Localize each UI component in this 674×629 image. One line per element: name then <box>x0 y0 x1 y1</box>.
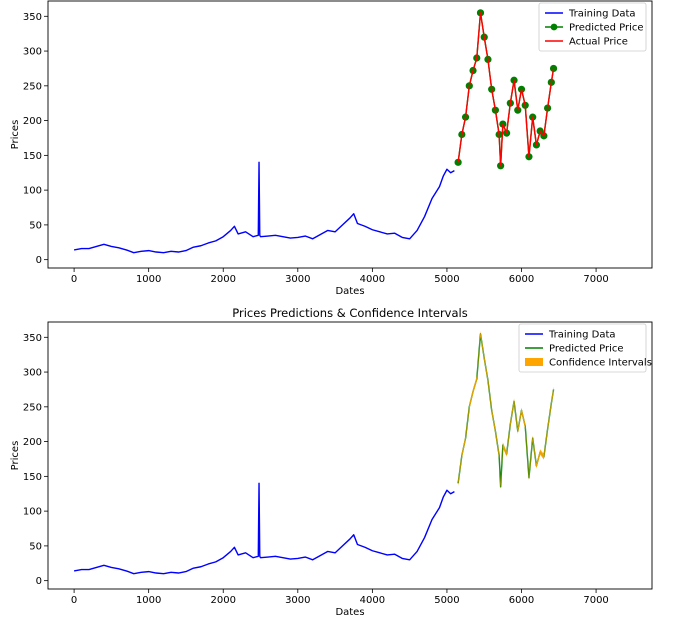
x-tick-label: 4000 <box>360 274 385 285</box>
y-tick-label: 50 <box>29 220 42 231</box>
y-tick-label: 50 <box>29 541 42 552</box>
series-actual-price <box>457 12 555 167</box>
y-axis-label: Prices <box>10 120 21 150</box>
y-tick-label: 200 <box>23 437 42 448</box>
x-tick-label: 3000 <box>285 274 310 285</box>
axes-frame <box>47 0 653 269</box>
axes-frame <box>47 321 653 590</box>
y-tick-label: 200 <box>23 116 42 127</box>
x-axis-label: Dates <box>335 607 364 618</box>
chart-title: Prices Predictions & Confidence Interval… <box>232 306 467 320</box>
legend-marker <box>550 23 558 31</box>
y-tick-label: 0 <box>36 255 42 266</box>
x-tick-label: 7000 <box>583 274 608 285</box>
x-tick-label: 5000 <box>434 595 459 606</box>
legend-entry-label: Predicted Price <box>569 23 644 34</box>
legend-swatch <box>525 358 543 366</box>
x-tick-label: 7000 <box>583 595 608 606</box>
y-axis-label: Prices <box>10 441 21 471</box>
y-tick-label: 0 <box>36 576 42 587</box>
x-tick-label: 4000 <box>360 595 385 606</box>
x-tick-label: 5000 <box>434 274 459 285</box>
x-tick-label: 6000 <box>509 595 534 606</box>
y-tick-label: 250 <box>23 402 42 413</box>
series-line <box>73 161 455 254</box>
y-tick-label: 350 <box>23 12 42 23</box>
y-tick-label: 300 <box>23 47 42 58</box>
x-tick-label: 1000 <box>136 595 161 606</box>
x-tick-label: 1000 <box>136 274 161 285</box>
legend-entry-label: Training Data <box>548 330 616 341</box>
y-tick-label: 350 <box>23 333 42 344</box>
chart-training-predicted-actual: 0 1000 2000 3000 4000 5000 6000 7000 0 50 100 150 20… <box>10 0 653 297</box>
x-tick-label: 0 <box>71 274 77 285</box>
series-line <box>73 482 455 575</box>
x-tick-label: 0 <box>71 595 77 606</box>
y-tick-label: 100 <box>23 507 42 518</box>
legend: Training Data Predicted Price Confidence I… <box>518 323 652 373</box>
y-tick-label: 150 <box>23 472 42 483</box>
legend-entry-label: Training Data <box>568 9 636 20</box>
series-training-data <box>73 482 455 575</box>
x-tick-label: 2000 <box>211 274 236 285</box>
legend: Training Data Predicted Price Actual Price <box>538 2 647 52</box>
x-tick-label: 3000 <box>285 595 310 606</box>
series-line <box>457 12 555 167</box>
x-axis-label: Dates <box>335 286 364 297</box>
legend-entry-label: Predicted Price <box>549 344 624 355</box>
chart-confidence-intervals: 0 1000 2000 3000 4000 5000 6000 7000 0 50 100 150 20… <box>10 306 653 618</box>
legend-entry-label: Confidence Intervals <box>549 358 652 369</box>
data-point <box>549 64 558 73</box>
legend-box <box>518 323 647 373</box>
y-tick-label: 300 <box>23 368 42 379</box>
x-tick-label: 6000 <box>509 274 534 285</box>
y-tick-label: 100 <box>23 186 42 197</box>
y-tick-label: 250 <box>23 81 42 92</box>
legend-box <box>538 2 647 52</box>
x-tick-label: 2000 <box>211 595 236 606</box>
series-training-data <box>73 161 455 254</box>
legend-entry-label: Actual Price <box>569 37 628 48</box>
y-tick-label: 150 <box>23 151 42 162</box>
